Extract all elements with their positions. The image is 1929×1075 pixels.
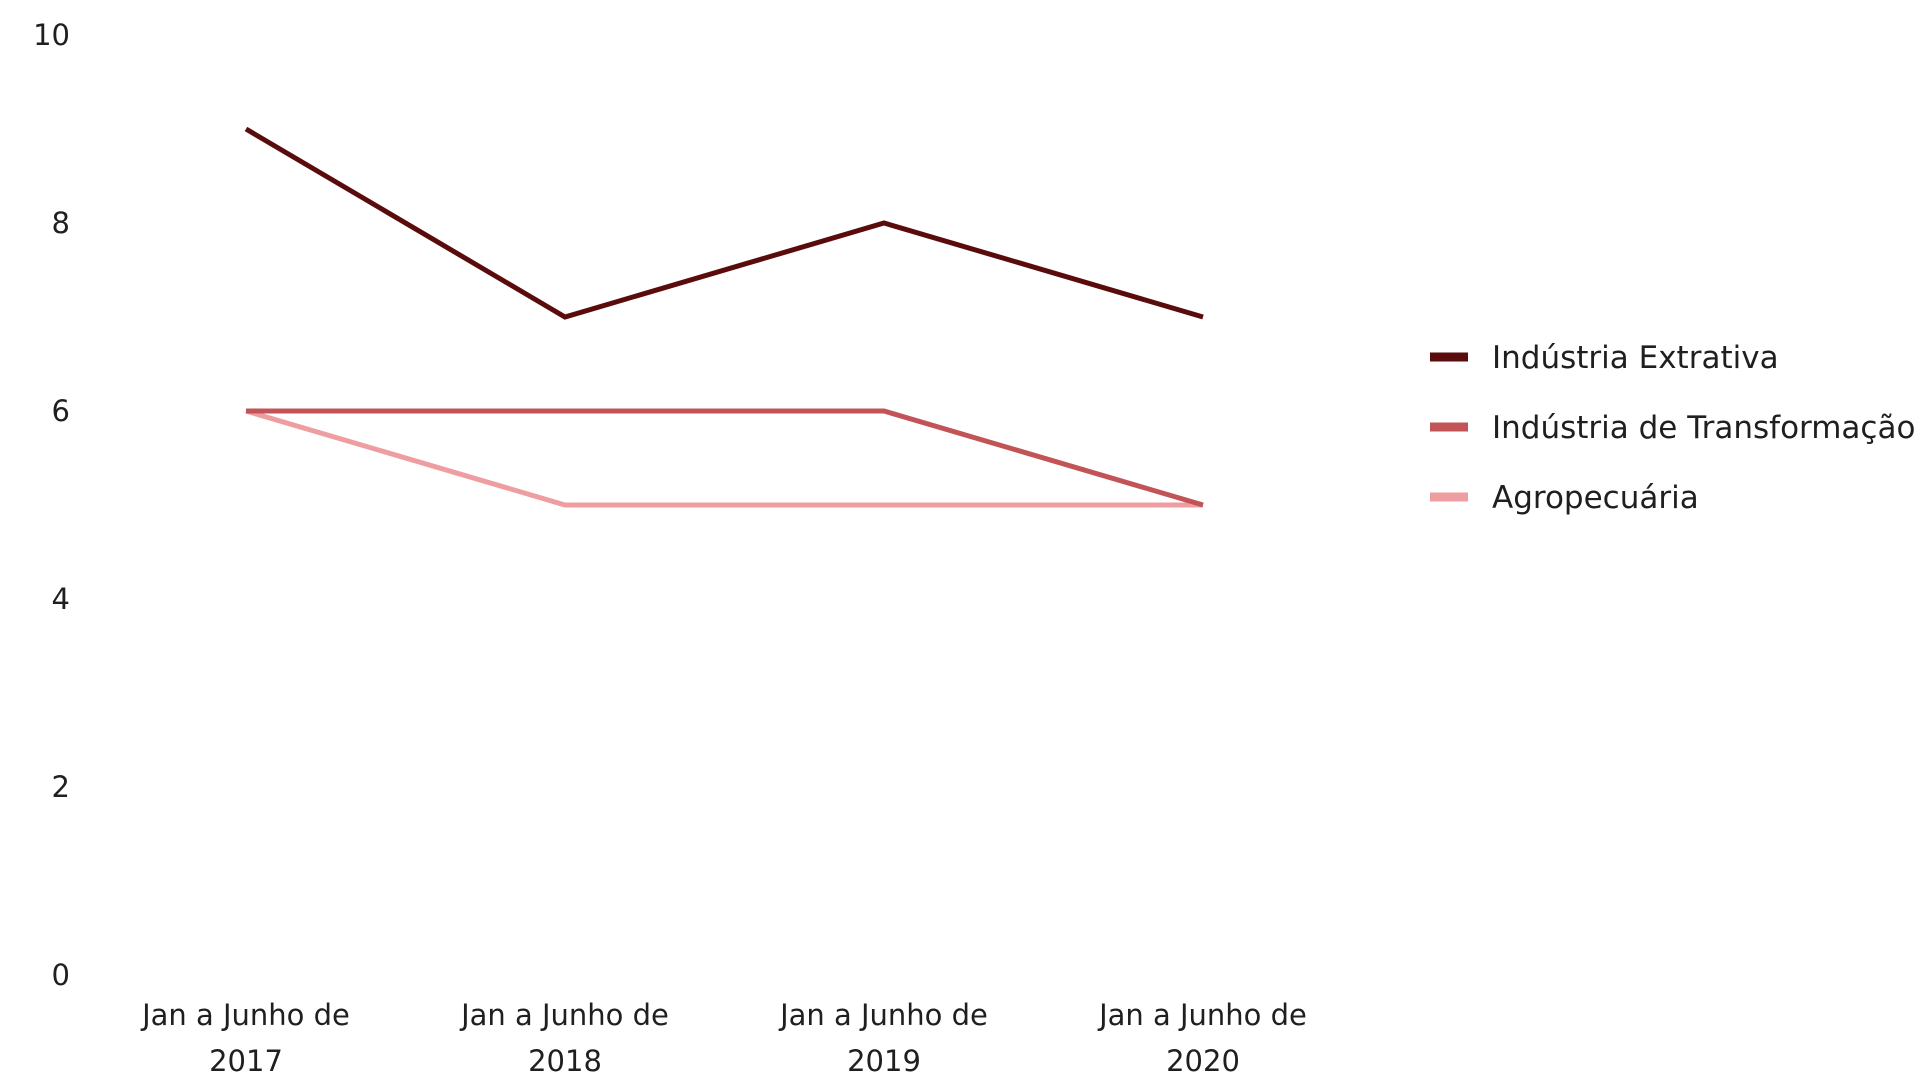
series-line (244, 126, 1204, 320)
y-tick-label: 10 (33, 18, 70, 52)
legend-label: Agropecuária (1492, 480, 1699, 516)
x-tick-label: 2018 (528, 1044, 602, 1075)
x-tick-label: Jan a Junho de (1097, 998, 1307, 1032)
y-tick-label: 2 (52, 770, 70, 804)
x-tick-label: 2020 (1166, 1044, 1240, 1075)
legend-label: Indústria Extrativa (1492, 340, 1779, 376)
y-tick-label: 0 (52, 958, 70, 992)
x-tick-label: 2017 (209, 1044, 283, 1075)
y-tick-label: 8 (52, 206, 70, 240)
legend-label: Indústria de Transformação (1492, 410, 1915, 446)
x-tick-label: Jan a Junho de (140, 998, 350, 1032)
legend: Indústria Extrativa Indústria de Transfor… (1430, 340, 1915, 516)
y-axis: 0 2 4 6 8 10 (33, 18, 70, 992)
x-tick-label: 2019 (847, 1044, 921, 1075)
series-line (245, 408, 1203, 508)
series-line (246, 408, 1204, 508)
series-layer (244, 126, 1204, 508)
y-tick-label: 6 (52, 394, 70, 428)
y-tick-label: 4 (52, 582, 70, 616)
x-tick-label: Jan a Junho de (459, 998, 669, 1032)
x-axis: Jan a Junho de 2017 Jan a Junho de 2018 Jan … (140, 998, 1307, 1075)
x-tick-label: Jan a Junho de (778, 998, 988, 1032)
